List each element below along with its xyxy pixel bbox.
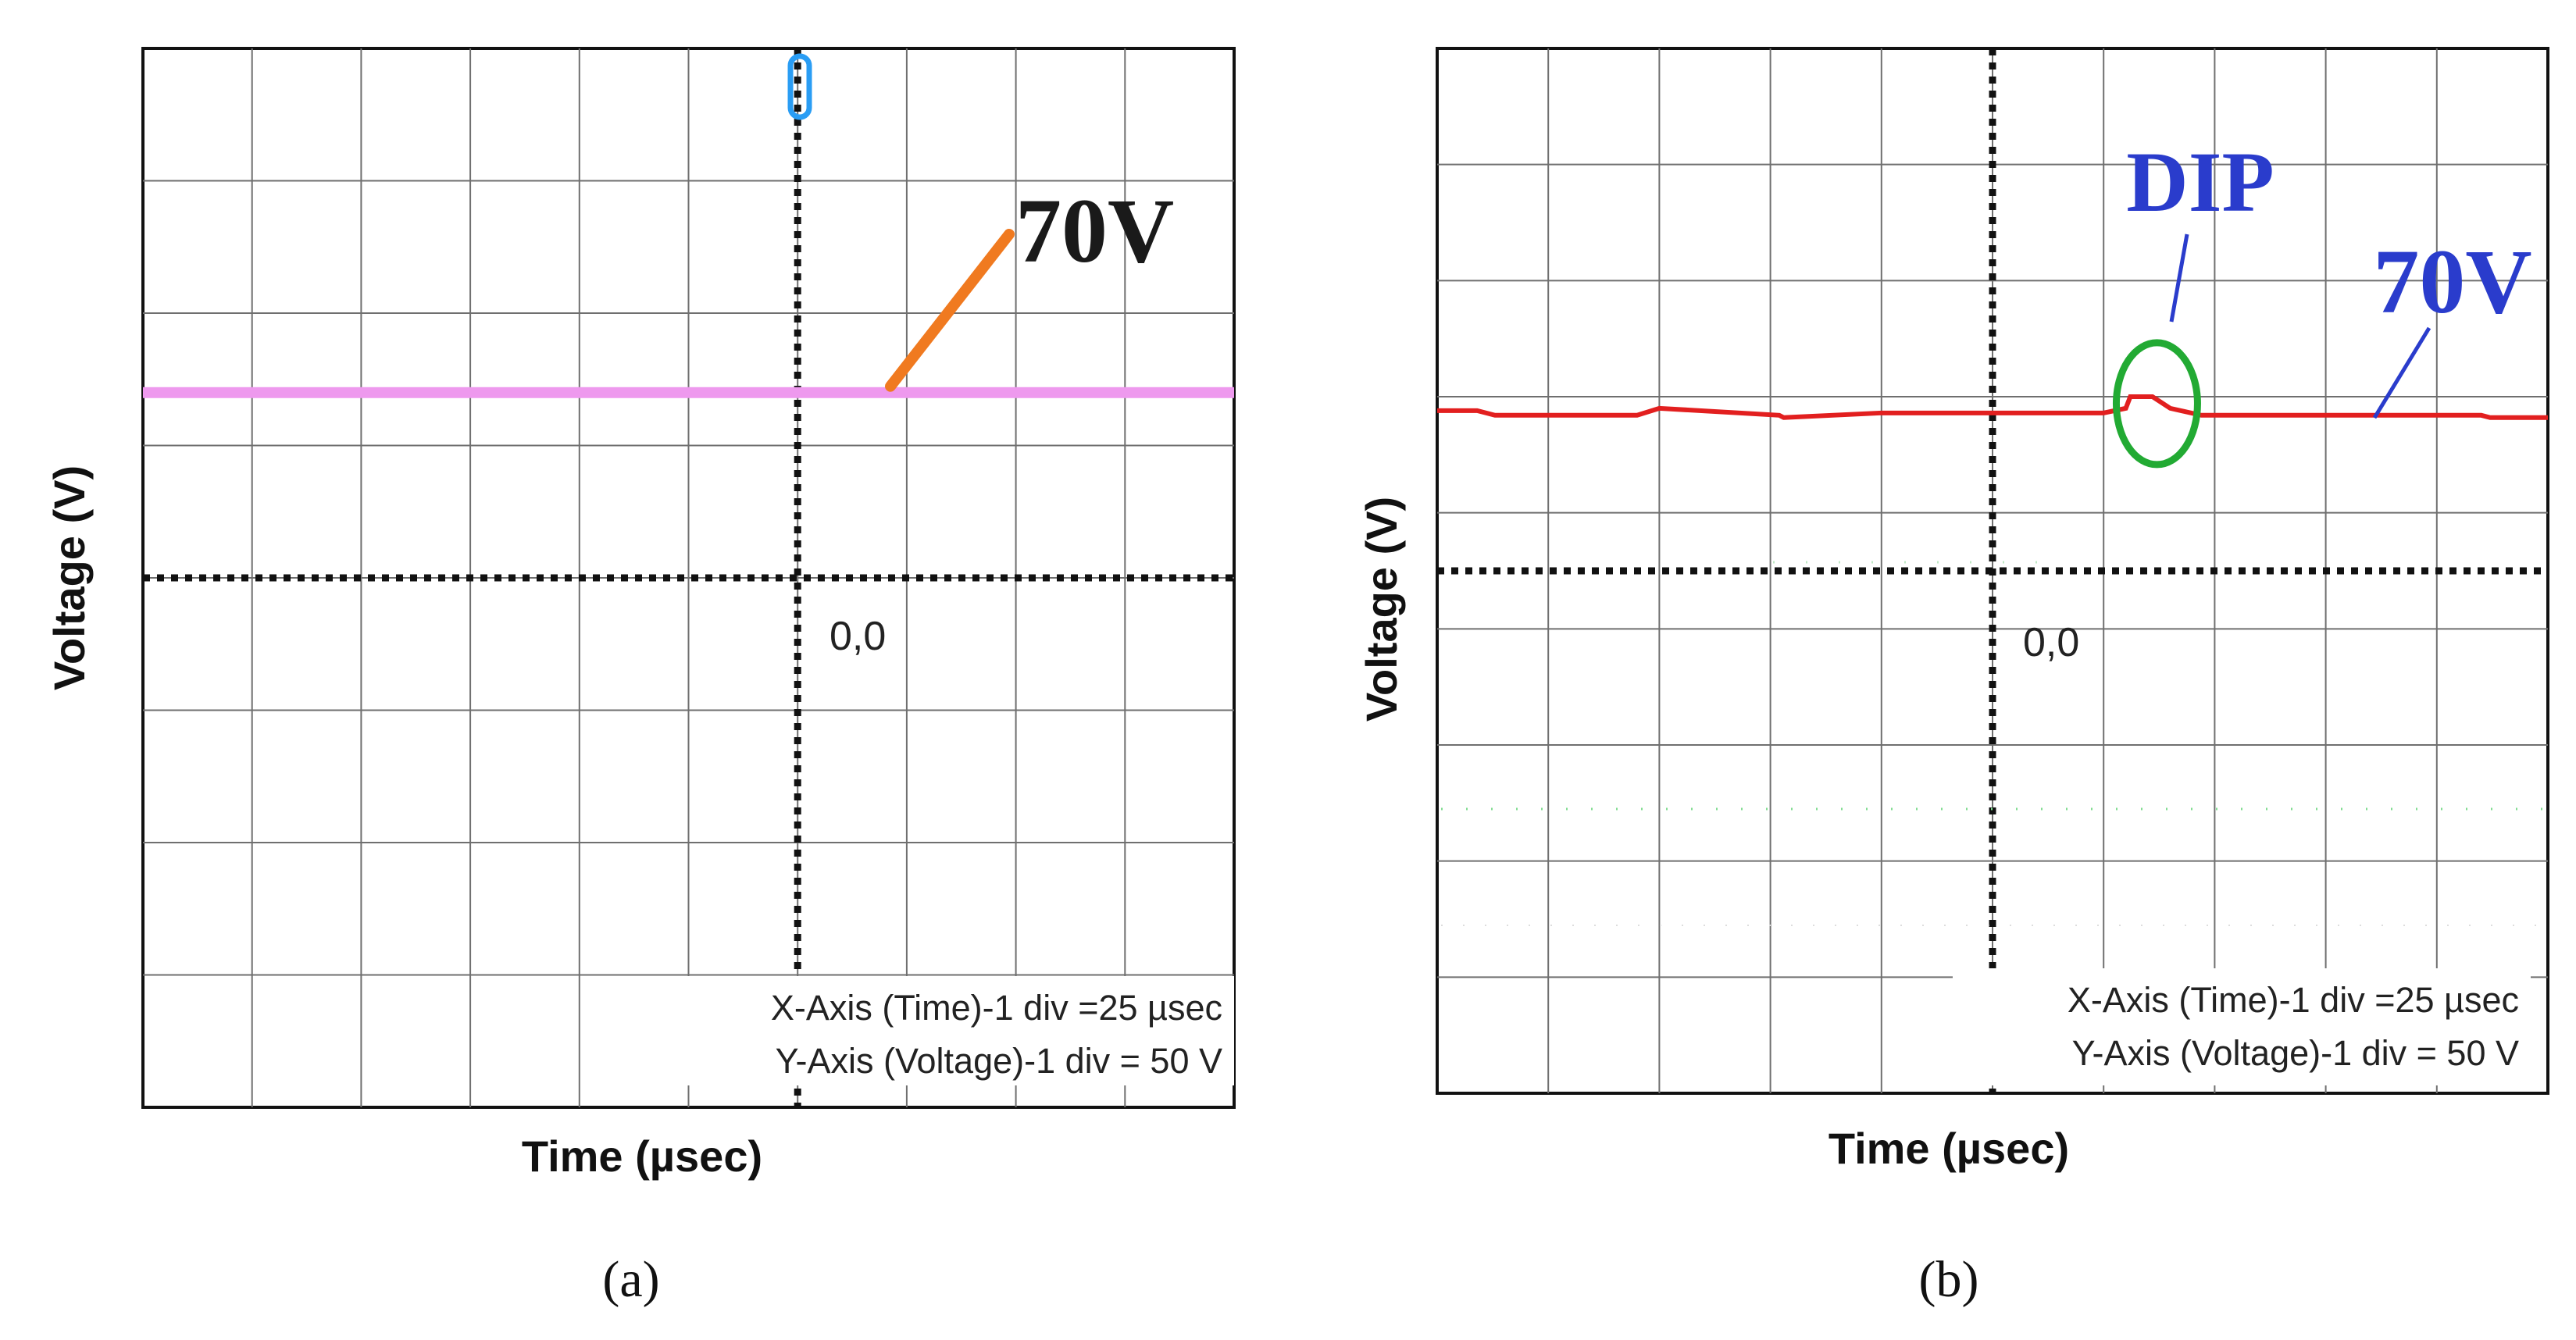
panel-a-ylabel: Voltage (V) <box>45 465 94 690</box>
panel-a-xlabel: Time (µsec) <box>522 1132 762 1181</box>
panel-b-dip-label: DIP <box>2126 134 2274 230</box>
panel-b-70v-leader <box>2372 326 2432 419</box>
panel-a-axis-note-x: X-Axis (Time)-1 div =25 µsec <box>771 988 1222 1028</box>
panel-a-note-background <box>656 976 1234 1085</box>
chart-panel-b: DIP 70V 0,0 X-Axis (Time)-1 div =25 µsec… <box>1357 47 2549 1308</box>
panel-a-origin-label: 0,0 <box>830 614 886 659</box>
panel-a-trigger-marker <box>787 53 812 120</box>
panel-b-dip-circle <box>2112 339 2201 469</box>
panel-b-xlabel: Time (µsec) <box>1829 1124 2069 1173</box>
panel-b-label: (b) <box>1919 1251 1979 1308</box>
panel-a-grid <box>141 47 1236 1109</box>
chart-panel-a: 70V 0,0 X-Axis (Time)-1 div =25 µsec Y-A… <box>45 47 1236 1308</box>
panel-b-annotation-70v: 70V <box>2373 230 2531 333</box>
panel-b-origin-label: 0,0 <box>2023 620 2079 665</box>
panel-b-note-background <box>1953 968 2531 1085</box>
panel-b-axis-note-y: Y-Axis (Voltage)-1 div = 50 V <box>2072 1033 2519 1073</box>
panel-b-axis-note-x: X-Axis (Time)-1 div =25 µsec <box>2068 980 2519 1020</box>
panel-a-axis-note-y: Y-Axis (Voltage)-1 div = 50 V <box>776 1041 1222 1081</box>
panel-b-ylabel: Voltage (V) <box>1357 497 1406 722</box>
panel-a-label: (a) <box>602 1251 659 1308</box>
panel-b-noise-dots <box>1441 561 2542 926</box>
panel-a-annotation-70v: 70V <box>1015 180 1174 282</box>
panel-b-dip-leader <box>2169 233 2189 323</box>
panel-a-annotation-arrow <box>885 229 1015 392</box>
panel-b-series-line <box>1437 394 2548 420</box>
